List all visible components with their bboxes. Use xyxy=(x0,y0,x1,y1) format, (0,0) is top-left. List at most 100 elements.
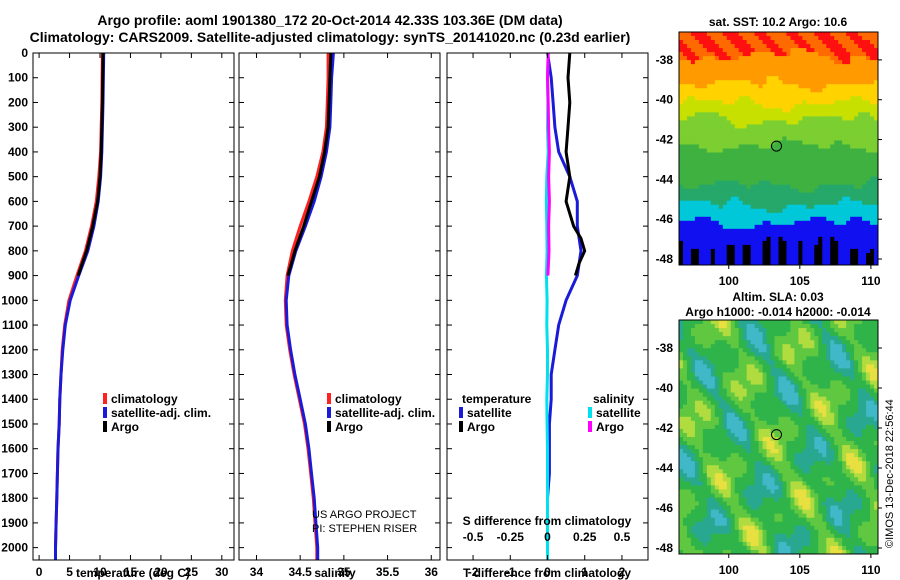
map-cell xyxy=(834,412,839,418)
map-cell xyxy=(726,240,732,246)
map-cell xyxy=(786,453,791,458)
map-cell xyxy=(778,332,783,337)
map-cell xyxy=(690,108,696,113)
map-cell xyxy=(874,416,878,422)
map-cell xyxy=(706,92,712,97)
map-cell xyxy=(794,196,799,202)
map-cell xyxy=(746,40,752,45)
map-cell xyxy=(746,176,752,182)
map-cell xyxy=(714,424,720,430)
map-cell xyxy=(690,364,696,369)
map-cell xyxy=(750,396,756,402)
map-cell xyxy=(854,56,859,61)
map-cell xyxy=(838,196,843,202)
map-cell xyxy=(698,348,704,353)
map-cell xyxy=(706,453,712,458)
map-cell xyxy=(734,437,740,442)
map-cell xyxy=(746,469,752,474)
map-cell xyxy=(802,384,807,389)
map-cell xyxy=(746,188,752,194)
map-cell xyxy=(798,164,803,169)
map-cell xyxy=(858,437,863,442)
map-cell xyxy=(710,424,716,430)
map-cell xyxy=(738,80,744,85)
map-cell xyxy=(862,244,867,250)
map-cell xyxy=(730,112,736,117)
map-cell xyxy=(802,52,807,57)
map-cell xyxy=(786,156,791,161)
map-cell xyxy=(786,52,791,57)
map-cell xyxy=(838,352,843,357)
map-cell xyxy=(790,196,795,202)
map-cell xyxy=(686,404,692,410)
map-cell xyxy=(694,376,700,381)
map-cell xyxy=(786,368,791,373)
map-cell xyxy=(774,473,779,478)
map-cell xyxy=(690,328,696,333)
map-cell xyxy=(858,200,863,206)
map-cell xyxy=(838,445,843,450)
map-cell xyxy=(710,184,716,190)
map-cell xyxy=(806,40,811,45)
map-cell xyxy=(814,352,819,357)
map-cell xyxy=(810,244,815,250)
map-cell xyxy=(738,220,744,226)
map-cell xyxy=(854,224,859,230)
map-cell xyxy=(750,32,756,37)
map-cell xyxy=(770,396,775,402)
map-cell xyxy=(679,332,684,337)
map-cell xyxy=(706,140,712,145)
map-cell xyxy=(782,148,787,153)
map-cell xyxy=(874,32,878,37)
map-cell xyxy=(770,104,775,109)
map-cell xyxy=(814,212,819,218)
map-cell xyxy=(742,404,748,410)
map-cell xyxy=(826,152,831,157)
map-cell xyxy=(714,412,720,418)
map-cell xyxy=(834,140,839,145)
map-cell xyxy=(698,68,704,73)
map-cell xyxy=(762,340,767,345)
map-cell xyxy=(834,420,839,426)
map-cell xyxy=(806,404,811,410)
map-cell xyxy=(714,208,720,214)
map-cell xyxy=(794,324,799,329)
map-cell xyxy=(702,68,708,73)
map-cell xyxy=(854,396,859,402)
map-cell xyxy=(818,384,823,389)
map-cell xyxy=(806,160,811,165)
map-cell xyxy=(834,180,839,186)
map-cell xyxy=(826,148,831,153)
map-cell xyxy=(866,441,871,446)
map-cell xyxy=(814,100,819,105)
map-cell xyxy=(790,36,795,41)
map-cell xyxy=(714,449,720,454)
map-cell xyxy=(770,168,775,174)
map-cell xyxy=(710,445,716,450)
map-cell xyxy=(870,228,875,234)
map-cell xyxy=(730,96,736,101)
map-cell xyxy=(834,244,839,250)
map-cell xyxy=(810,124,815,129)
map-cell xyxy=(702,428,708,434)
map-cell xyxy=(710,148,716,153)
map-cell xyxy=(766,424,771,430)
map-cell xyxy=(854,236,859,242)
map-cell xyxy=(858,188,863,194)
map-cell xyxy=(850,220,855,226)
map-cell xyxy=(870,340,875,345)
map-cell xyxy=(758,84,763,89)
map-cell xyxy=(830,116,835,121)
map-cell xyxy=(786,140,791,145)
map-cell xyxy=(702,96,708,101)
map-cell xyxy=(710,220,716,226)
map-cell xyxy=(806,196,811,202)
map-cell xyxy=(870,477,875,482)
map-cell xyxy=(738,172,744,178)
map-cell xyxy=(802,473,807,478)
map-cell xyxy=(782,88,787,93)
map-cell xyxy=(814,392,819,398)
map-cell xyxy=(686,457,692,462)
map-cell xyxy=(742,340,748,345)
map-cell xyxy=(802,112,807,117)
